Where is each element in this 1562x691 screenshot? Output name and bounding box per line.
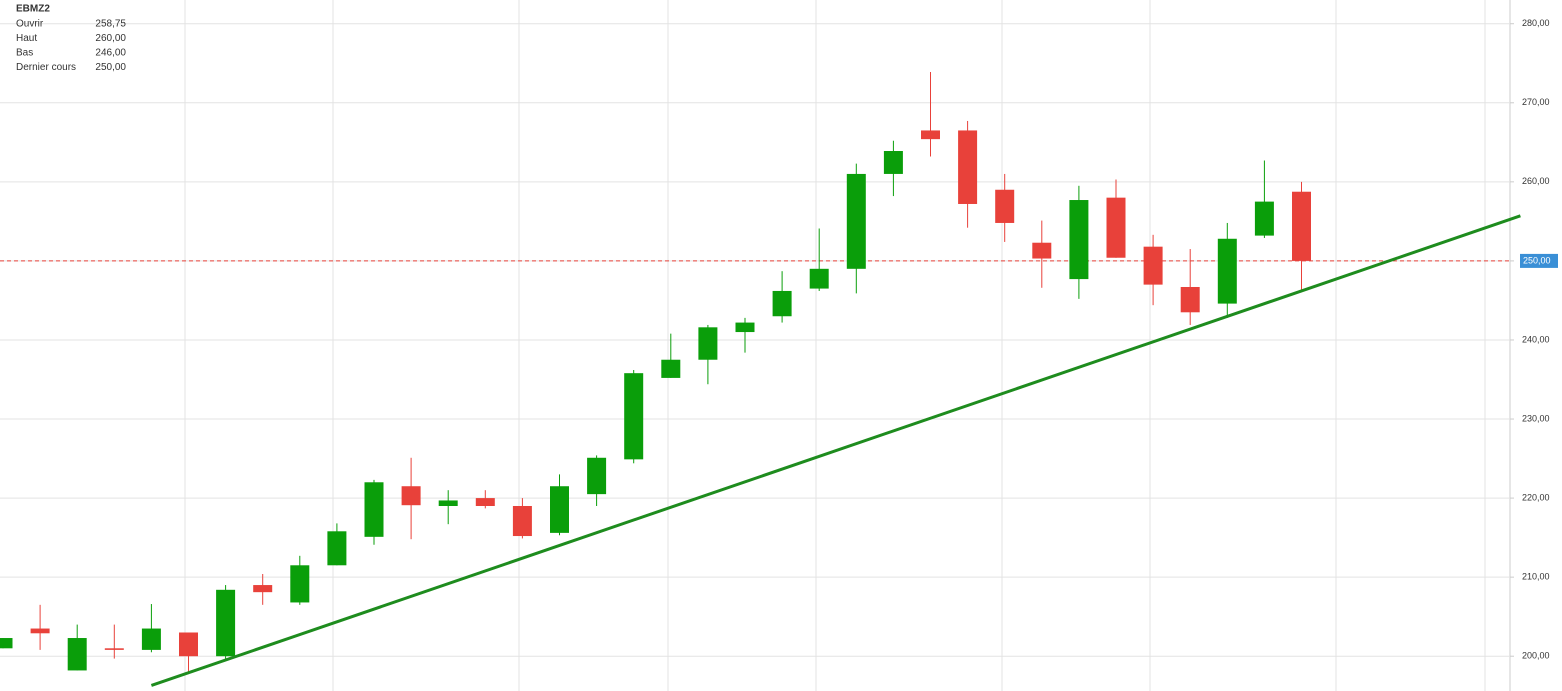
candle-body [883,151,903,174]
candle-body [401,486,421,506]
candle-body [364,482,384,537]
candle-body [698,327,718,360]
y-tick-label: 260,00 [1522,176,1550,186]
trendline [150,214,1521,687]
last-price-label: 250,00 [1523,255,1551,265]
candle-body [921,130,940,140]
candle-body [1069,200,1089,280]
candle-body [290,565,310,603]
info-label: Dernier cours [16,62,76,73]
candle-body [550,486,569,533]
y-tick-label: 280,00 [1522,18,1550,28]
candle-body [1292,191,1311,261]
y-tick-label: 240,00 [1522,334,1550,344]
candle-body [253,585,273,593]
candle-body [661,359,681,378]
candle-body [327,531,347,566]
candle-body [438,500,458,506]
symbol: EBMZ2 [16,4,50,15]
last-price-box [1520,253,1558,268]
y-tick-label: 230,00 [1522,413,1550,423]
info-value: 246,00 [95,48,126,59]
info-label: Ouvrir [16,19,44,30]
candle-body [1217,238,1237,304]
candle-body [30,628,50,634]
y-tick-label: 200,00 [1522,651,1550,661]
candle-body [1254,201,1274,236]
candle-body [0,638,13,649]
candle-body [809,268,829,289]
candle-body [216,589,236,657]
candle-body [995,189,1015,223]
y-tick-label: 210,00 [1522,572,1550,582]
candle-body [67,638,87,671]
y-tick-label: 220,00 [1522,492,1550,502]
info-value: 258,75 [95,19,126,30]
candle-body [1032,242,1052,259]
candle-body [104,648,124,650]
info-label: Bas [16,48,33,59]
candle-body [958,130,978,204]
candle-body [1180,286,1200,313]
candle-body [512,505,532,537]
candle-body [1106,197,1126,258]
info-value: 260,00 [95,33,126,44]
info-value: 250,00 [95,62,126,73]
candle-body [624,373,644,460]
candle-body [735,322,755,333]
candle-body [141,628,161,650]
candle-body [179,632,198,657]
candle-body [475,498,495,506]
candle-body [1143,246,1163,285]
y-tick-label: 270,00 [1522,97,1550,107]
candle-body [846,173,866,269]
info-label: Haut [16,33,37,44]
candle-body [587,457,607,495]
candle-body [772,290,792,317]
